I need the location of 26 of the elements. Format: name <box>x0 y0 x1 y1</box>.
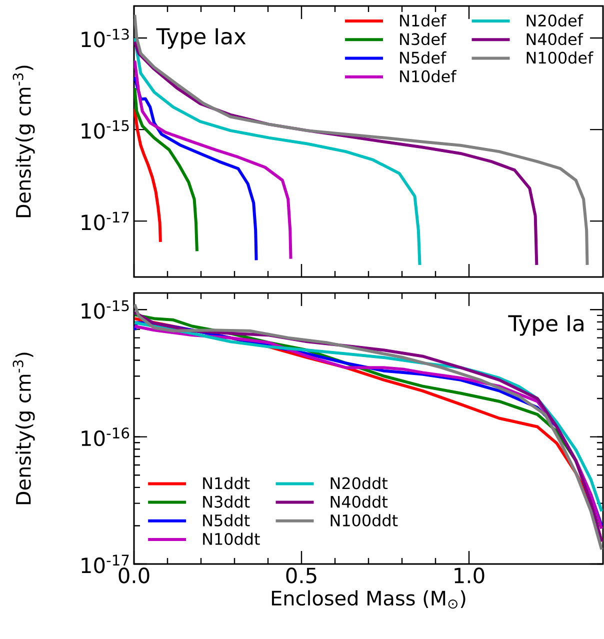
legend-label: N100ddt <box>330 514 398 526</box>
legend-label: N1def <box>400 14 446 27</box>
legend-label: N40def <box>526 32 584 46</box>
legend-label: N40ddt <box>330 496 388 508</box>
legend-label: N1ddt <box>203 476 250 490</box>
y-tick-label: 10$^{-15}$ <box>82 120 129 139</box>
y-axis-title: Density(g cm$^{-3}$) <box>12 66 35 218</box>
legend-label: N20def <box>526 14 584 27</box>
legend-label: N100def <box>526 51 594 64</box>
x-axis-title: Enclosed Mass (M$_{⊙}$) <box>272 590 466 609</box>
legend-label: N5ddt <box>203 514 250 526</box>
y-tick-label: 10$^{-13}$ <box>82 28 129 48</box>
annotation: Type Ia <box>508 315 584 336</box>
y-tick-label: 10$^{-16}$ <box>82 427 130 446</box>
annotation: Type Iax <box>156 28 246 49</box>
x-tick-label: 0.5 <box>286 568 316 584</box>
legend-label: N20ddt <box>330 476 388 490</box>
legend-label: N10ddt <box>203 532 260 546</box>
legend-label: N5def <box>400 51 446 64</box>
legend-label: N10def <box>400 70 457 82</box>
y-tick-label: 10$^{-15}$ <box>82 300 129 319</box>
y-axis-title: Density(g cm$^{-3}$) <box>12 352 35 504</box>
x-tick-label: 1.0 <box>454 568 484 584</box>
legend-label: N3def <box>400 32 446 46</box>
legend-label: N3ddt <box>203 496 250 508</box>
y-tick-label: 10$^{-17}$ <box>82 212 129 230</box>
